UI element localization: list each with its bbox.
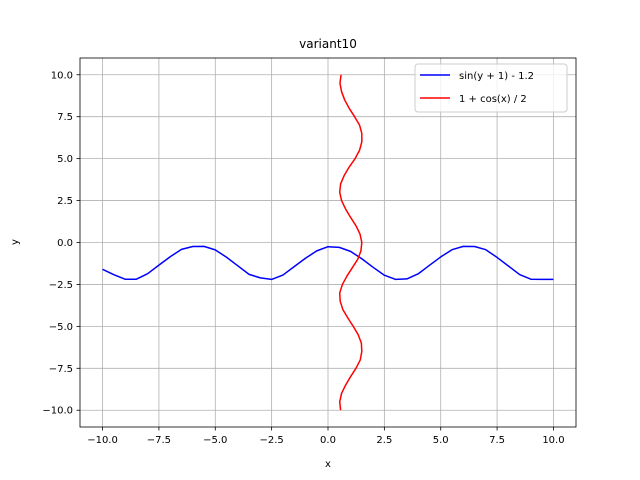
- x-tick-label: −5.0: [203, 435, 227, 446]
- x-tick-label: 10.0: [542, 435, 564, 446]
- y-axis-ticks: −10.0 −7.5 −5.0 −2.5 0.0 2.5 5.0 7.5 10.0: [42, 70, 80, 417]
- x-tick-label: −2.5: [259, 435, 283, 446]
- legend: sin(y + 1) - 1.2 1 + cos(x) / 2: [414, 63, 568, 113]
- y-tick-label: −5.0: [49, 322, 73, 333]
- y-tick-label: 0.0: [57, 238, 73, 249]
- series-line-0: [102, 245, 554, 281]
- series-line-1: [338, 74, 363, 411]
- x-tick-label: 2.5: [376, 435, 392, 446]
- x-axis-ticks: −10.0 −7.5 −5.0 −2.5 0.0 2.5 5.0 7.5 10.0: [87, 427, 565, 446]
- legend-label-series-1: 1 + cos(x) / 2: [459, 94, 527, 105]
- x-tick-label: 5.0: [433, 435, 449, 446]
- y-axis-label: y: [10, 239, 21, 245]
- x-tick-label: −10.0: [87, 435, 118, 446]
- y-tick-label: −10.0: [42, 406, 73, 417]
- x-axis-label: x: [325, 459, 331, 470]
- plot-area: [102, 74, 554, 411]
- x-tick-label: 7.5: [489, 435, 505, 446]
- y-tick-label: 10.0: [51, 70, 73, 81]
- y-tick-label: 7.5: [57, 112, 73, 123]
- y-tick-label: −2.5: [49, 280, 73, 291]
- chart-title: variant10: [299, 37, 357, 51]
- y-tick-label: −7.5: [49, 364, 73, 375]
- y-tick-label: 5.0: [57, 154, 73, 165]
- x-tick-label: 0.0: [320, 435, 336, 446]
- grid: [80, 58, 576, 427]
- x-tick-label: −7.5: [147, 435, 171, 446]
- legend-label-series-0: sin(y + 1) - 1.2: [459, 71, 534, 82]
- y-tick-label: 2.5: [57, 196, 73, 207]
- legend-box: [414, 63, 568, 113]
